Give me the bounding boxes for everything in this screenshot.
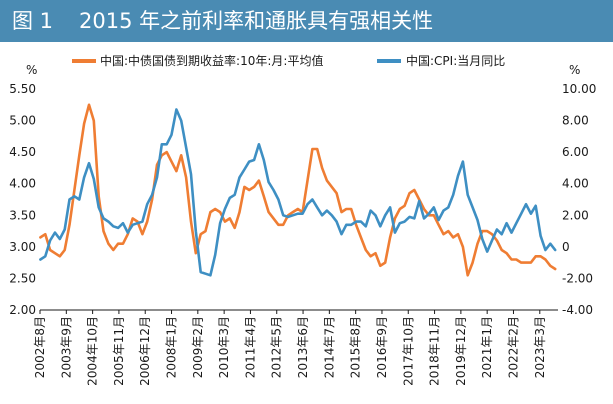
right-tick-label: 2.00	[562, 208, 589, 222]
figure-title: 图 1 2015 年之前利率和通胀具有强相关性	[12, 7, 433, 35]
plot-area	[39, 103, 557, 277]
x-tick-label: 2010年3月	[217, 316, 231, 378]
right-tick-label: 10.00	[562, 82, 596, 96]
x-tick-label: 2014年7月	[322, 316, 336, 378]
right-tick-label: 0	[562, 240, 570, 254]
x-tick-label: 2005年11月	[112, 316, 126, 386]
right-axis-unit: %	[569, 63, 580, 77]
x-tick-label: 2016年9月	[375, 316, 389, 378]
left-tick-label: 2.00	[9, 303, 36, 317]
figure-label: 图 1	[12, 9, 54, 33]
x-tick-label: 2023年3月	[533, 316, 547, 378]
x-tick-label: 2009年2月	[191, 316, 205, 378]
legend-label-bond-yield: 中国:中债国债到期收益率:10年:月:平均值	[100, 53, 323, 68]
x-tick-label: 2013年6月	[296, 316, 310, 378]
x-tick-label: 2008年1月	[165, 316, 179, 378]
right-axis: 10.00 8.00 6.00 4.00 2.00 0 -2.00 -4.00	[562, 82, 596, 317]
x-tick-label: 2003年9月	[59, 316, 73, 378]
left-tick-label: 4.00	[9, 177, 36, 191]
right-tick-label: 4.00	[562, 177, 589, 191]
x-tick-label: 2017年10月	[401, 316, 415, 386]
left-tick-label: 4.50	[9, 145, 36, 159]
left-tick-label: 5.00	[9, 114, 36, 128]
series-line-cpi	[39, 108, 557, 277]
left-tick-label: 2.50	[9, 271, 36, 285]
left-axis-unit: %	[26, 63, 37, 77]
right-tick-label: 8.00	[562, 114, 589, 128]
right-tick-label: -2.00	[562, 271, 593, 285]
left-tick-label: 5.50	[9, 82, 36, 96]
left-tick-label: 3.50	[9, 208, 36, 222]
x-tick-label: 2018年11月	[428, 316, 442, 386]
x-tick-label: 2012年5月	[270, 316, 284, 378]
left-tick-label: 3.00	[9, 240, 36, 254]
x-axis: 2002年8月 2003年9月 2004年10月 2005年11月 2006年12月 20…	[33, 309, 558, 386]
figure-title-bar: 图 1 2015 年之前利率和通胀具有强相关性	[0, 0, 613, 42]
right-tick-label: 6.00	[562, 145, 589, 159]
x-tick-label: 2004年10月	[86, 316, 100, 386]
x-tick-label: 2006年12月	[138, 316, 152, 386]
x-tick-label: 2021年1月	[480, 316, 494, 378]
x-tick-label: 2015年8月	[349, 316, 363, 378]
right-tick-label: -4.00	[562, 303, 593, 317]
x-tick-label: 2002年8月	[33, 316, 47, 378]
series-line-bond-yield	[39, 103, 557, 277]
x-tick-label: 2011年4月	[243, 316, 257, 378]
x-tick-label: 2022年2月	[506, 316, 520, 378]
x-tick-label: 2019年12月	[454, 316, 468, 386]
legend-label-cpi: 中国:CPI:当月同比	[406, 53, 505, 68]
left-axis: 5.50 5.00 4.50 4.00 3.50 3.00 2.50 2.00	[9, 82, 36, 317]
figure-title-text: 2015 年之前利率和通胀具有强相关性	[79, 9, 434, 33]
